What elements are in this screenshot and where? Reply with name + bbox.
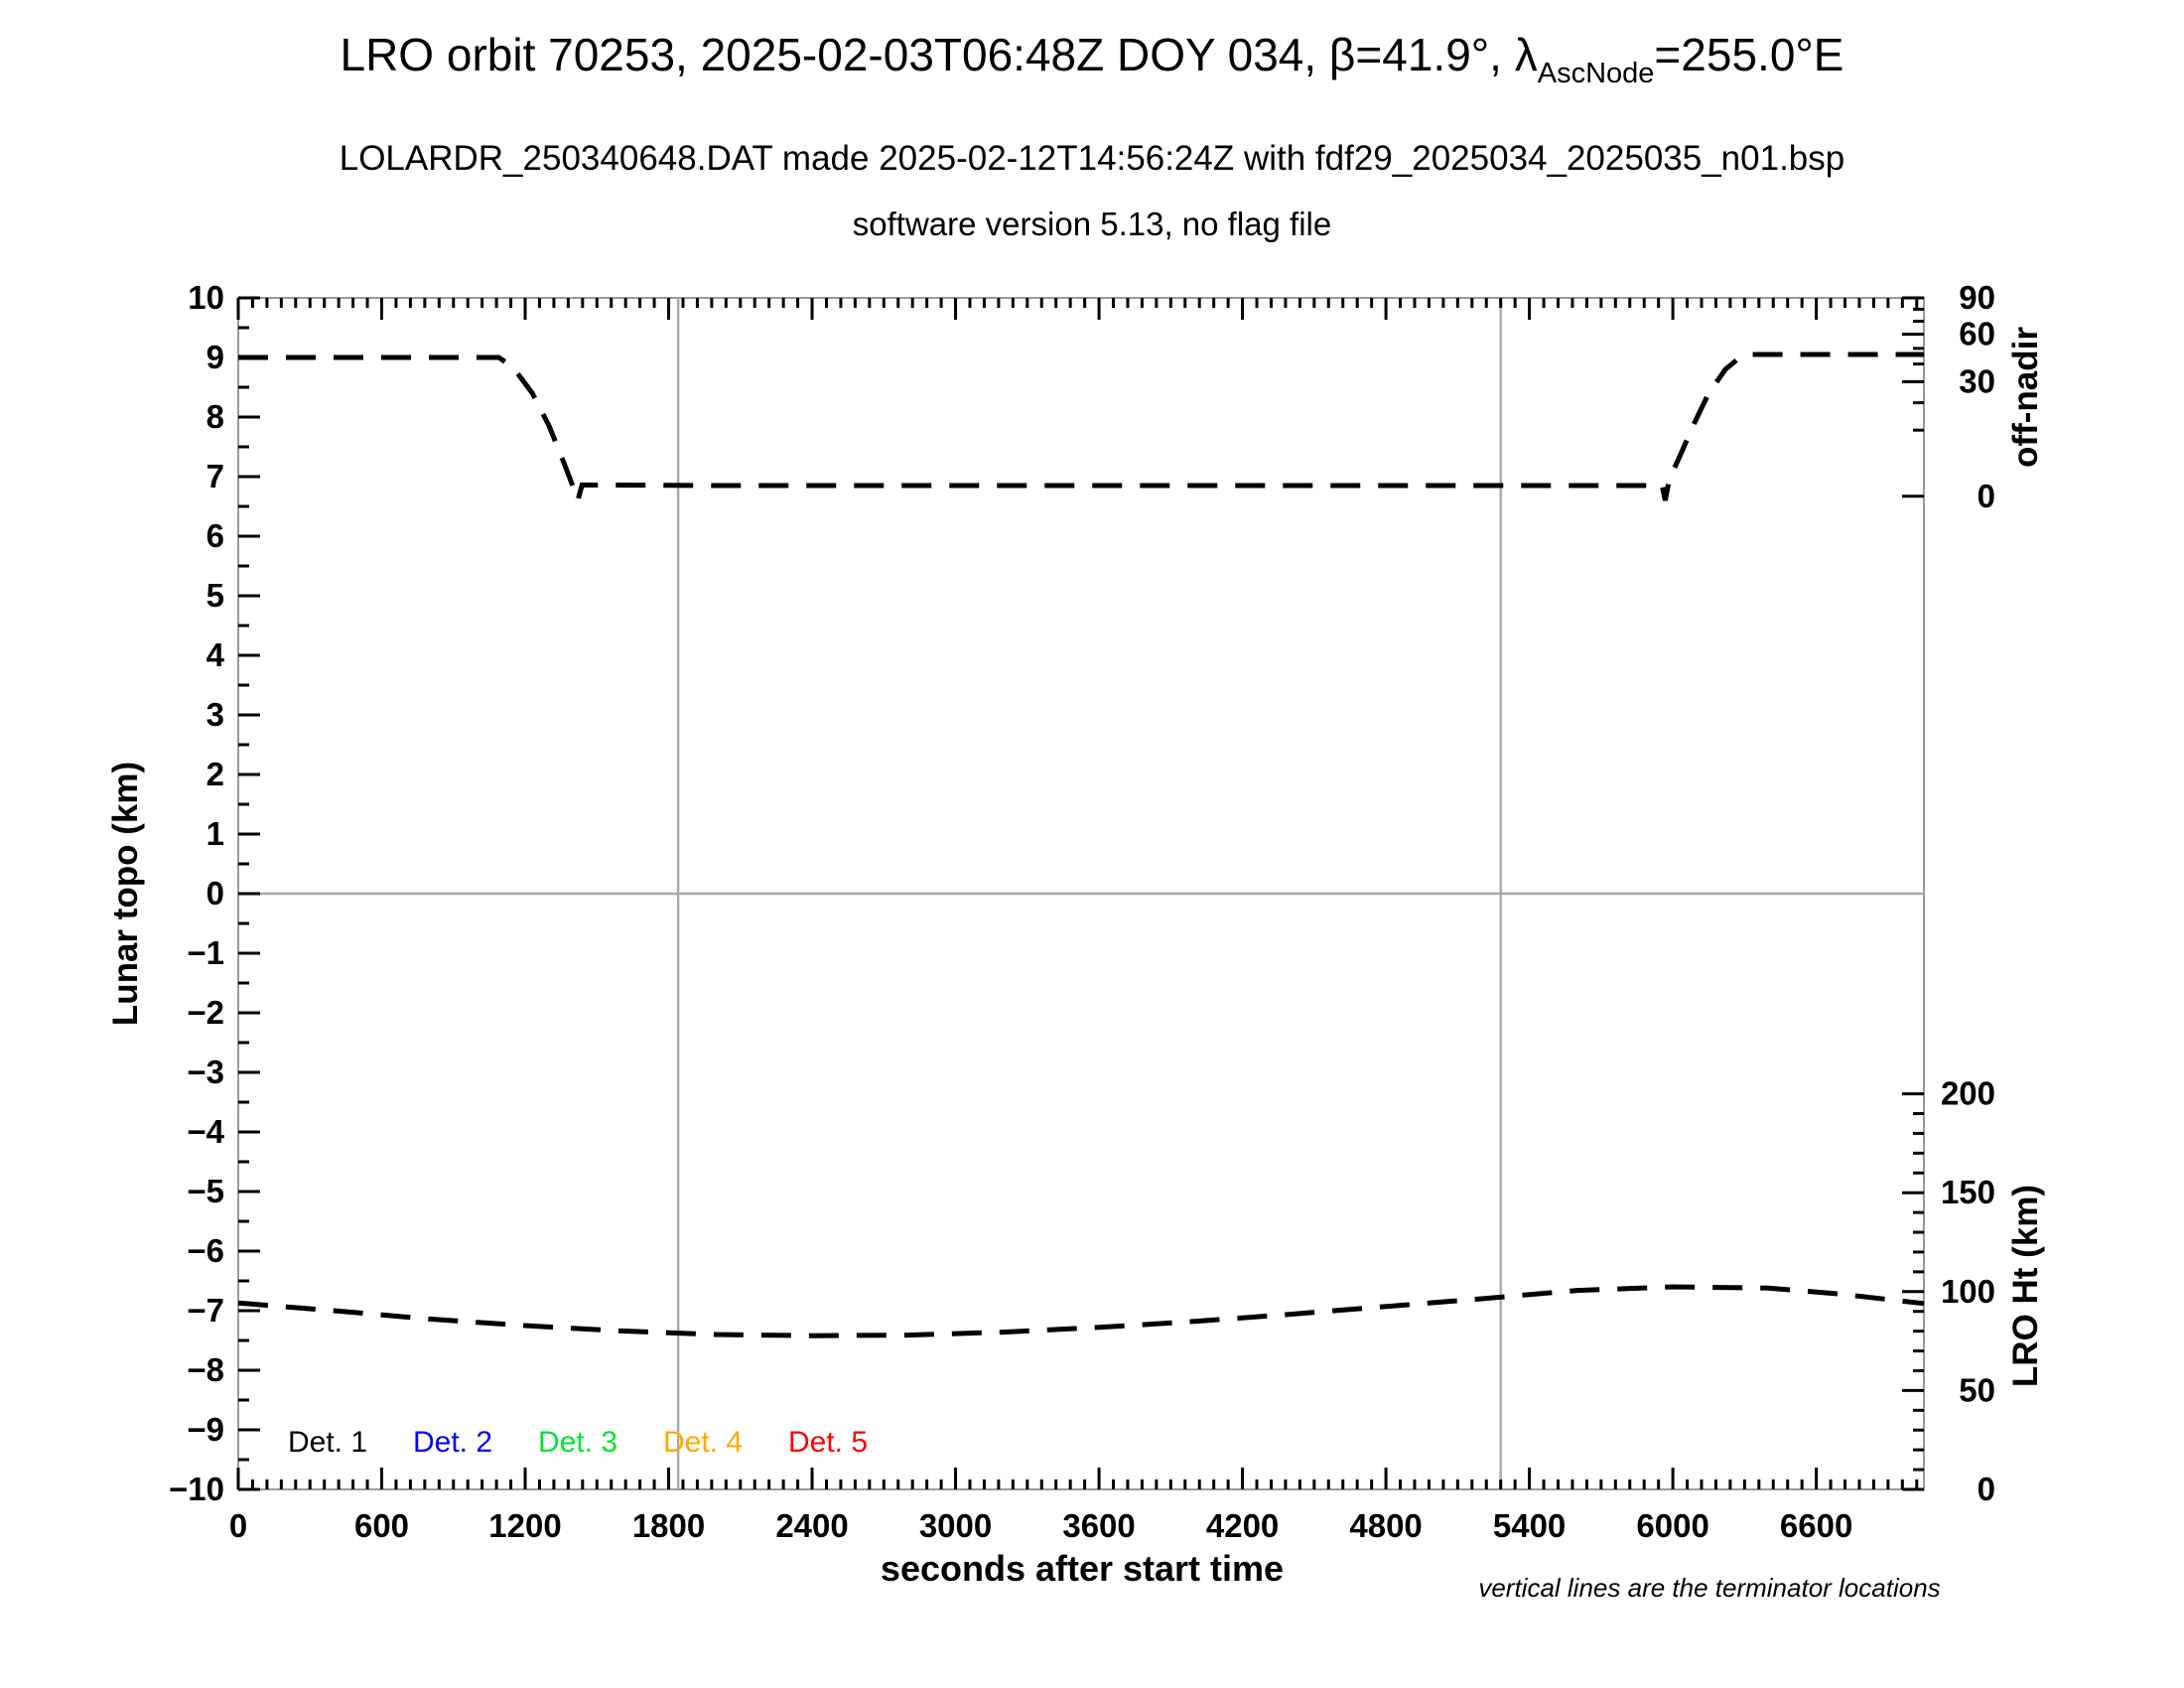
terminator-note: vertical lines are the terminator locati… — [1478, 1573, 1940, 1603]
y-left-tick-label-10: 10 — [188, 279, 224, 316]
lro-ht-tick-label-150: 150 — [1941, 1174, 1995, 1210]
legend-item-2: Det. 2 — [413, 1426, 492, 1459]
y-left-tick-label-1: 1 — [206, 815, 224, 852]
lro-ht-tick-label-200: 200 — [1941, 1075, 1995, 1112]
off-nadir-axis-title: off-nadir — [2006, 327, 2045, 468]
off-nadir-tick-label-60: 60 — [1959, 316, 1995, 352]
lro-ht-tick-label-50: 50 — [1959, 1371, 1995, 1408]
y-left-tick-label-2: 2 — [206, 756, 224, 792]
y-left-tick-label-−4: −4 — [187, 1113, 224, 1150]
off-nadir-axis-ticks — [1902, 296, 1924, 498]
y-left-tick-label-−7: −7 — [187, 1292, 224, 1329]
x-tick-label-0: 0 — [229, 1507, 247, 1544]
off-nadir-tick-label-90: 90 — [1959, 279, 1995, 316]
y-left-tick-label-0: 0 — [206, 875, 224, 912]
y-left-tick-label-5: 5 — [206, 577, 224, 614]
off-nadir-curve — [238, 352, 1924, 509]
y-left-tick-label-8: 8 — [206, 398, 224, 435]
lro-height-curve — [237, 1284, 1925, 1338]
title-prefix: LRO orbit 70253, 2025-02-03T06:48Z DOY 0… — [340, 29, 1538, 80]
y-left-tick-label-−1: −1 — [187, 934, 224, 971]
x-tick-label-1200: 1200 — [488, 1507, 561, 1544]
lro-ht-tick-label-0: 0 — [1978, 1471, 1995, 1507]
figure-subtitle-version: software version 5.13, no flag file — [852, 206, 1332, 242]
x-tick-label-2400: 2400 — [775, 1507, 848, 1544]
lro-ht-tick-label-100: 100 — [1941, 1273, 1995, 1310]
x-tick-label-4200: 4200 — [1206, 1507, 1279, 1544]
x-axis-ticks — [236, 298, 1919, 1489]
legend-item-1: Det. 1 — [288, 1426, 367, 1459]
title-suffix: =255.0°E — [1654, 29, 1844, 80]
x-tick-label-6000: 6000 — [1636, 1507, 1708, 1544]
x-tick-label-6600: 6600 — [1780, 1507, 1852, 1544]
x-tick-label-3000: 3000 — [919, 1507, 992, 1544]
lro-ht-axis-title: LRO Ht (km) — [2006, 1185, 2045, 1387]
legend-item-5: Det. 5 — [788, 1426, 868, 1459]
y-left-tick-label-−10: −10 — [169, 1471, 224, 1507]
y-left-tick-label-−9: −9 — [187, 1411, 224, 1448]
title-lambda-subscript: AscNode — [1537, 58, 1655, 89]
x-axis-title: seconds after start time — [881, 1548, 1284, 1589]
legend-item-4: Det. 4 — [663, 1426, 743, 1459]
legend-item-3: Det. 3 — [538, 1426, 617, 1459]
lro-ht-axis-ticks — [1902, 1092, 1924, 1491]
x-tick-label-5400: 5400 — [1493, 1507, 1566, 1544]
y-left-tick-label-−2: −2 — [187, 994, 224, 1031]
y-left-axis-ticks — [238, 296, 260, 1491]
y-left-tick-label-9: 9 — [206, 339, 224, 375]
off-nadir-tick-label-0: 0 — [1978, 478, 1995, 514]
x-tick-label-4800: 4800 — [1349, 1507, 1422, 1544]
x-tick-label-3600: 3600 — [1062, 1507, 1135, 1544]
x-tick-label-600: 600 — [354, 1507, 409, 1544]
x-tick-label-1800: 1800 — [632, 1507, 705, 1544]
y-left-tick-label-6: 6 — [206, 517, 224, 554]
page-title: LRO orbit 70253, 2025-02-03T06:48Z DOY 0… — [0, 28, 2184, 90]
y-left-tick-label-−5: −5 — [187, 1173, 224, 1209]
y-left-tick-label-3: 3 — [206, 696, 224, 733]
y-left-tick-label-−3: −3 — [187, 1054, 224, 1090]
y-left-tick-label-−8: −8 — [187, 1351, 224, 1388]
off-nadir-tick-label-30: 30 — [1959, 362, 1995, 399]
figure-subtitle-file: LOLARDR_250340648.DAT made 2025-02-12T14… — [339, 139, 1845, 178]
y-left-tick-label-7: 7 — [206, 458, 224, 494]
y-left-axis-title: Lunar topo (km) — [106, 762, 145, 1026]
y-left-tick-label-4: 4 — [206, 636, 225, 673]
y-left-tick-label-−6: −6 — [187, 1232, 224, 1269]
